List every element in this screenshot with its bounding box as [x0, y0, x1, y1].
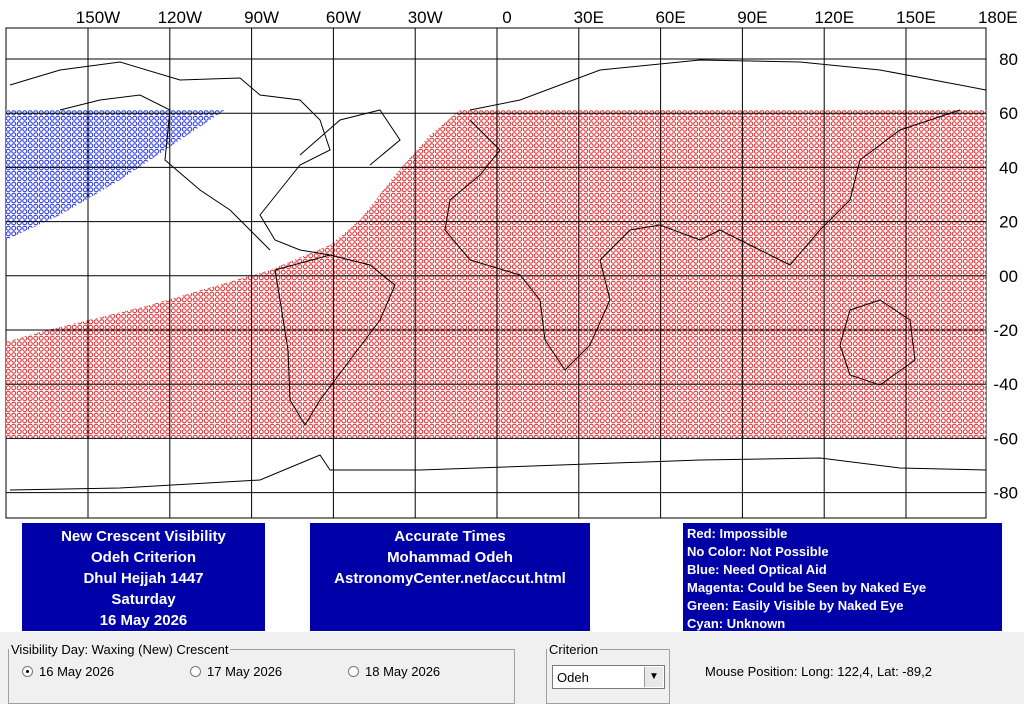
- latitude-label: 40: [999, 158, 1018, 177]
- info-line: Cyan: Unknown: [687, 616, 786, 631]
- info-line: Magenta: Could be Seen by Naked Eye: [687, 580, 927, 595]
- dropdown-arrow[interactable]: ▼: [644, 667, 663, 687]
- latitude-label: -80: [993, 484, 1018, 503]
- latitude-label: 80: [999, 50, 1018, 69]
- axis-labels: 150W 120W 90W 60W 30W 0 30E 60E 90E 120E 150E 180E 8…: [76, 8, 1018, 503]
- radio-label: 17 May 2026: [207, 664, 283, 679]
- longitude-label: 150E: [896, 8, 936, 27]
- info-line: Blue: Need Optical Aid: [687, 562, 827, 577]
- longitude-label: 30W: [408, 8, 443, 27]
- latitude-label: 20: [999, 213, 1018, 232]
- info-line: New Crescent Visibility: [61, 528, 226, 545]
- radio-button[interactable]: [348, 666, 359, 677]
- latitude-label: 00: [999, 267, 1018, 286]
- longitude-label: 0: [502, 8, 511, 27]
- longitude-label: 120W: [158, 8, 202, 27]
- longitude-label: 120E: [814, 8, 854, 27]
- info-line: Red: Impossible: [687, 526, 788, 541]
- longitude-label: 60W: [326, 8, 361, 27]
- info-line: Saturday: [111, 591, 176, 608]
- radio-option[interactable]: 18 May 2026: [348, 664, 440, 679]
- longitude-label: 60E: [655, 8, 685, 27]
- impossible-region: [6, 110, 986, 438]
- longitude-label: 150W: [76, 8, 120, 27]
- group-label: Visibility Day: Waxing (New) Crescent: [11, 642, 229, 657]
- select-value: Odeh: [557, 670, 589, 685]
- radio-label: 16 May 2026: [39, 664, 115, 679]
- info-line: Dhul Hejjah 1447: [83, 570, 204, 587]
- latitude-label: -20: [993, 321, 1018, 340]
- longitude-label: 90W: [244, 8, 279, 27]
- graticule: [6, 28, 986, 518]
- mouse-position: Mouse Position: Long: 122,4, Lat: -89,2: [705, 664, 932, 679]
- info-line: Green: Easily Visible by Naked Eye: [687, 598, 904, 613]
- longitude-label: 180E: [978, 8, 1018, 27]
- legend-box: Red: Impossible No Color: Not Possible Blu…: [683, 523, 1002, 631]
- longitude-label: 30E: [574, 8, 604, 27]
- world-map[interactable]: 150W 120W 90W 60W 30W 0 30E 60E 90E 120E 150E 180E 8…: [0, 0, 1024, 632]
- radio-option[interactable]: 17 May 2026: [190, 664, 282, 679]
- group-label: Criterion: [549, 642, 599, 657]
- coastlines: [9, 59, 987, 491]
- radio-option[interactable]: 16 May 2026: [22, 664, 114, 679]
- info-line: Accurate Times: [394, 528, 506, 545]
- info-box: New Crescent Visibility Odeh Criterion Dhu…: [22, 523, 265, 631]
- radio-button[interactable]: [190, 666, 201, 677]
- info-line: AstronomyCenter.net/accut.html: [334, 570, 566, 587]
- info-line: Mohammad Odeh: [387, 549, 513, 566]
- criterion-select[interactable]: Odeh ▼: [552, 665, 665, 689]
- info-line: No Color: Not Possible: [687, 544, 829, 559]
- credits-box: Accurate Times Mohammad Odeh AstronomyCent…: [310, 523, 590, 631]
- info-line: Odeh Criterion: [90, 549, 196, 566]
- radio-button[interactable]: [22, 666, 33, 677]
- longitude-label: 90E: [737, 8, 767, 27]
- latitude-label: 60: [999, 104, 1018, 123]
- info-line: 16 May 2026: [99, 612, 188, 629]
- radio-label: 18 May 2026: [365, 664, 441, 679]
- latitude-label: -60: [993, 429, 1018, 448]
- latitude-label: -40: [993, 375, 1018, 394]
